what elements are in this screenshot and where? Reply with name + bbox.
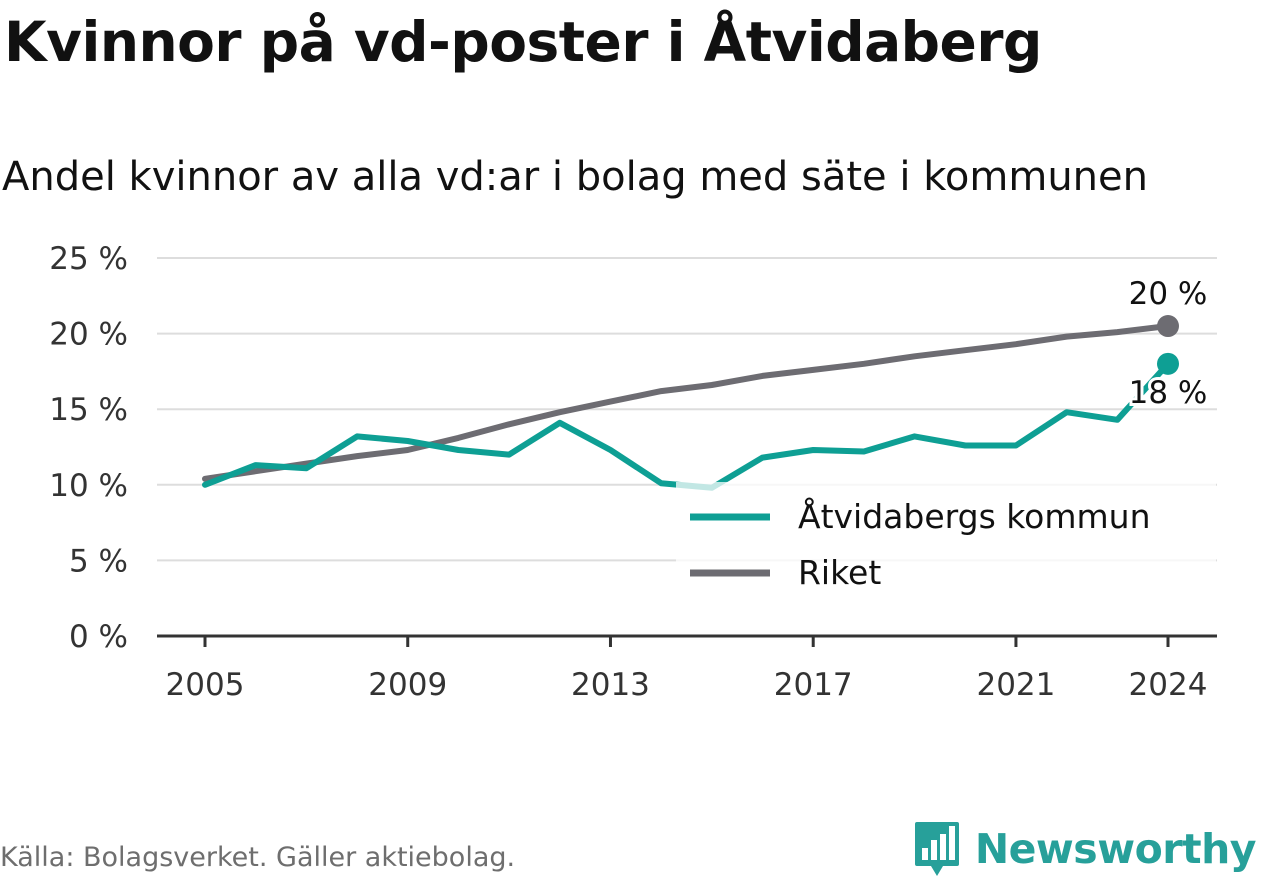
end-marker-riket	[1157, 315, 1179, 338]
y-tick-label: 15 %	[49, 392, 128, 428]
legend-background	[676, 482, 1216, 602]
series-line-riket	[202, 323, 1171, 482]
legend-label-kommun: Åtvidabergs kommun	[798, 496, 1151, 536]
newsworthy-logo-icon	[914, 822, 959, 876]
chart-title: Kvinnor på vd-poster i Åtvidaberg	[4, 10, 1042, 74]
x-tick-label: 2017	[774, 667, 853, 703]
brand-name: Newsworthy	[974, 825, 1257, 873]
end-label-kommun: 18 %	[1129, 375, 1208, 411]
x-tick-label: 2024	[1129, 667, 1208, 703]
legend-label-riket: Riket	[798, 553, 881, 592]
series-line-kommun	[202, 360, 1171, 491]
source-note: Källa: Bolagsverket. Gäller aktiebolag.	[0, 842, 516, 873]
x-tick-label: 2009	[368, 667, 447, 703]
x-tick-label: 2005	[166, 667, 245, 703]
y-tick-label: 0 %	[69, 619, 128, 655]
y-tick-label: 20 %	[49, 317, 128, 353]
y-tick-label: 10 %	[49, 468, 128, 504]
chart-subtitle: Andel kvinnor av alla vd:ar i bolag med …	[2, 154, 1148, 200]
y-tick-label: 25 %	[49, 241, 128, 277]
y-tick-label: 5 %	[69, 543, 128, 579]
end-label-riket: 20 %	[1129, 276, 1208, 312]
end-marker-kommun	[1157, 352, 1179, 375]
brand-logo: Newsworthy	[913, 820, 1257, 878]
x-tick-label: 2021	[976, 667, 1055, 703]
x-tick-label: 2013	[571, 667, 650, 703]
